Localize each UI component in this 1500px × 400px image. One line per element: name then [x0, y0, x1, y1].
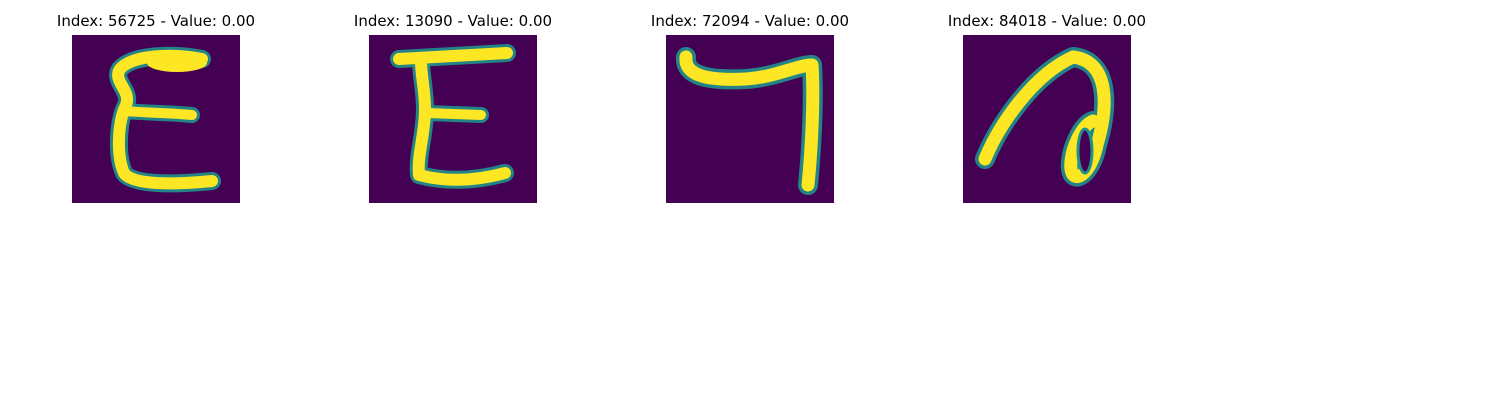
- digit-image: [963, 35, 1131, 203]
- panel-1: Index: 56725 - Value: 0.00: [6, 10, 306, 210]
- panel-3: Index: 72094 - Value: 0.00: [600, 10, 900, 210]
- panel-title: Index: 84018 - Value: 0.00: [947, 12, 1147, 30]
- panel-title: Index: 72094 - Value: 0.00: [650, 12, 850, 30]
- hook-glyph-image: [666, 35, 834, 203]
- digit-image: [369, 35, 537, 203]
- loop-glyph-image: [963, 35, 1131, 203]
- panel-4: Index: 84018 - Value: 0.00: [897, 10, 1197, 210]
- epsilon-glyph-image: [369, 35, 537, 203]
- panel-2: Index: 13090 - Value: 0.00: [303, 10, 603, 210]
- panel-title: Index: 13090 - Value: 0.00: [353, 12, 553, 30]
- digit-image: [72, 35, 240, 203]
- digit-image: [666, 35, 834, 203]
- epsilon-glyph-image: [72, 35, 240, 203]
- panel-title: Index: 56725 - Value: 0.00: [56, 12, 256, 30]
